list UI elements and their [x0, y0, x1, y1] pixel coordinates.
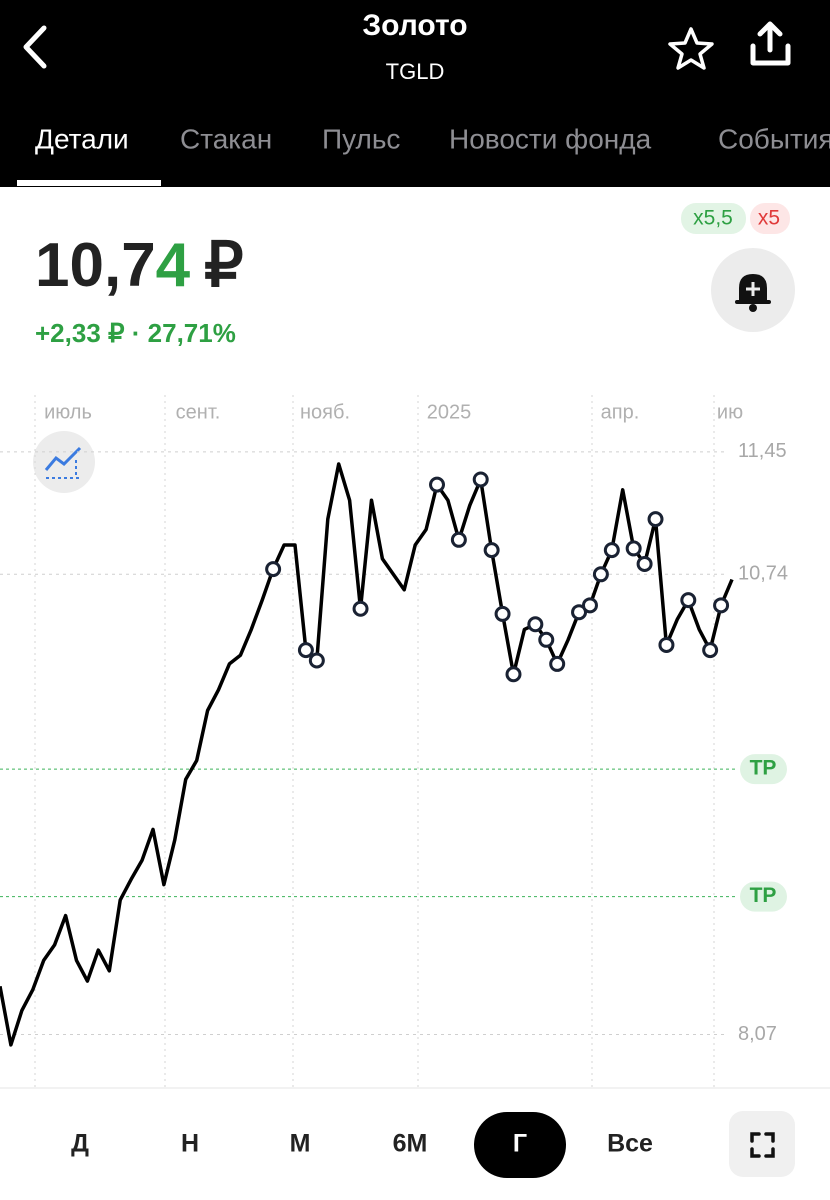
- trade-marker: [549, 655, 566, 672]
- trade-marker: [527, 616, 544, 633]
- y-tick-label: 11,45: [738, 440, 787, 462]
- trade-marker: [603, 542, 620, 559]
- x-tick-label: ию: [717, 401, 743, 423]
- period-button[interactable]: Г: [513, 1130, 527, 1158]
- trade-marker: [658, 636, 675, 653]
- period-button[interactable]: Все: [607, 1130, 653, 1158]
- trade-marker: [265, 561, 282, 578]
- fullscreen-button[interactable]: [729, 1111, 795, 1177]
- trade-marker: [713, 597, 730, 614]
- trade-marker: [538, 631, 555, 648]
- indicator-icon: [44, 446, 82, 471]
- x-tick-label: апр.: [601, 401, 640, 423]
- period-button[interactable]: Д: [71, 1130, 89, 1158]
- trade-marker: [429, 476, 446, 493]
- trade-marker: [592, 566, 609, 583]
- title: Золото: [362, 9, 467, 42]
- trade-marker: [352, 600, 369, 617]
- y-tick-label: 8,07: [738, 1023, 777, 1045]
- tp-label: TP: [750, 757, 777, 780]
- price-last-digit: 4: [156, 231, 191, 300]
- bell-icon: [735, 274, 771, 312]
- y-tick-label: 10,74: [738, 563, 788, 585]
- tab[interactable]: Пульс: [322, 123, 400, 154]
- trade-marker: [625, 540, 642, 557]
- trade-marker: [297, 642, 314, 659]
- price: 10,74 ₽: [35, 231, 244, 300]
- fullscreen-icon: [750, 1132, 775, 1158]
- back-button[interactable]: [23, 25, 47, 69]
- tab[interactable]: События: [718, 123, 830, 154]
- price-currency: ₽: [204, 231, 243, 300]
- trade-marker: [680, 592, 697, 609]
- tp-badge: [740, 754, 787, 785]
- trade-marker: [494, 605, 511, 622]
- tab-underline: [17, 180, 161, 186]
- x-tick-label: 2025: [427, 401, 472, 423]
- badge-long: x5,5: [693, 207, 733, 230]
- trade-marker: [636, 555, 653, 572]
- tp-label: TP: [750, 884, 777, 907]
- trade-marker: [472, 471, 489, 488]
- period-button[interactable]: М: [290, 1130, 311, 1158]
- badge-bg: [750, 203, 790, 234]
- share-button[interactable]: [750, 21, 791, 66]
- badge-short: x5: [758, 207, 780, 230]
- trade-marker: [505, 666, 522, 683]
- indicator-icon: [46, 460, 82, 479]
- price-change: +2,33 ₽ · 27,71%: [35, 318, 236, 348]
- tab[interactable]: Детали: [35, 123, 129, 154]
- trade-marker: [483, 542, 500, 559]
- price-main: 10,7: [35, 231, 156, 300]
- tab[interactable]: Новости фонда: [449, 123, 652, 154]
- subtitle: TGLD: [386, 59, 445, 84]
- content-bg: [0, 187, 830, 1200]
- trade-marker: [581, 597, 598, 614]
- tp-badge: [740, 881, 787, 912]
- favorite-button[interactable]: [668, 27, 714, 70]
- period-button[interactable]: Н: [181, 1130, 199, 1158]
- trade-marker: [702, 642, 719, 659]
- x-tick-label: июль: [44, 401, 92, 423]
- trade-marker: [308, 652, 325, 669]
- tab[interactable]: Стакан: [180, 123, 272, 154]
- trade-marker: [571, 604, 588, 621]
- x-tick-label: нояб.: [300, 401, 350, 423]
- period-selected-bg[interactable]: [474, 1112, 566, 1178]
- trade-marker: [647, 511, 664, 528]
- x-tick-label: сент.: [176, 401, 221, 423]
- period-button[interactable]: 6M: [393, 1130, 428, 1158]
- badge-bg: [681, 203, 746, 234]
- trade-marker: [450, 531, 467, 548]
